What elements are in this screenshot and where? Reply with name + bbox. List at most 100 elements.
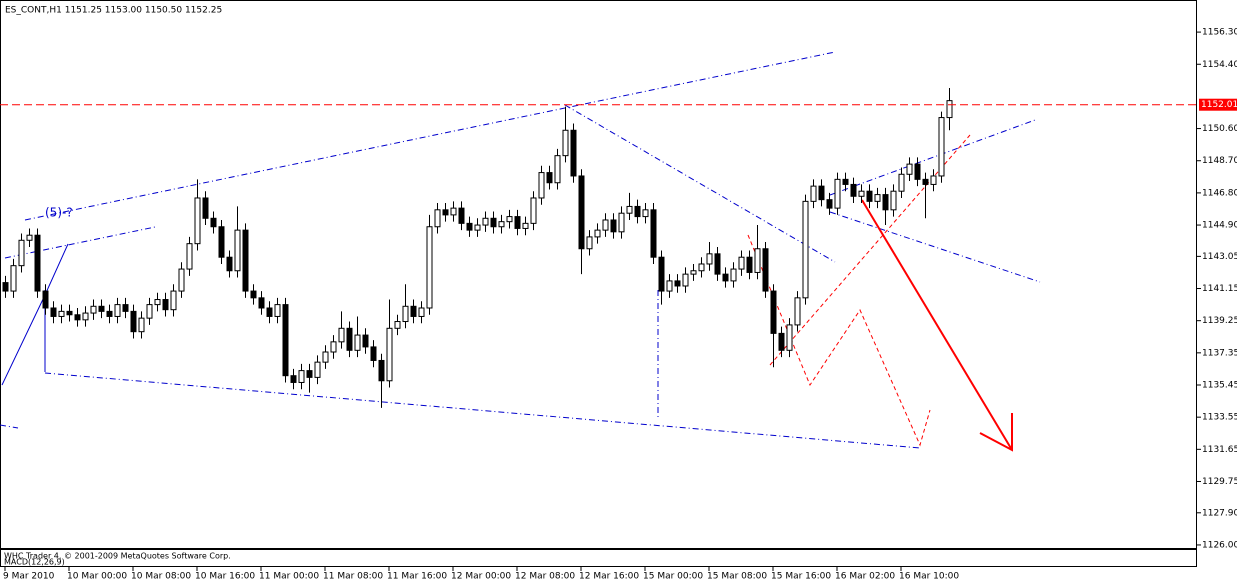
candle-body <box>690 270 697 275</box>
candle-body <box>522 222 529 229</box>
x-tick-label: 16 Mar 10:00 <box>899 572 959 582</box>
candle-body <box>298 370 305 383</box>
candle-body <box>498 221 505 228</box>
x-tick-label: 11 Mar 16:00 <box>387 572 447 582</box>
y-tick-label: 1150.60 <box>1202 124 1237 134</box>
y-tick-label: 1127.90 <box>1202 508 1237 518</box>
candle-body <box>882 194 889 211</box>
candle-body <box>602 219 609 231</box>
candle-body <box>834 178 841 209</box>
candle-body <box>770 290 777 334</box>
candle-body <box>10 265 17 292</box>
x-tick-label: 11 Mar 08:00 <box>323 572 383 582</box>
candle-body <box>282 304 289 377</box>
candle-body <box>410 305 417 317</box>
candle-body <box>322 351 329 363</box>
candle-body <box>26 234 33 241</box>
candle-body <box>642 209 649 218</box>
x-tick-label: 12 Mar 08:00 <box>515 572 575 582</box>
candle-body <box>346 327 353 351</box>
candle-body <box>826 199 833 209</box>
candle-body <box>746 256 753 273</box>
candle-body <box>922 178 929 185</box>
candle-body <box>898 173 905 192</box>
candle-body <box>306 370 313 378</box>
price-label-box <box>1199 98 1237 111</box>
candle-body <box>786 324 793 351</box>
candle-body <box>474 224 481 231</box>
chart-title: ES_CONT,H1 1151.25 1153.00 1150.50 1152.… <box>5 6 222 16</box>
y-tick-label: 1154.40 <box>1202 60 1237 70</box>
candle-body <box>794 297 801 326</box>
candle-body <box>546 172 553 184</box>
annotation: (5)-? <box>45 206 73 220</box>
candle-body <box>418 307 425 317</box>
x-tick-label: 15 Mar 00:00 <box>643 572 703 582</box>
candle-body <box>738 256 745 270</box>
red-arrow <box>979 413 1013 452</box>
candle-body <box>706 253 713 265</box>
candle-body <box>538 172 545 199</box>
candle-body <box>482 217 489 226</box>
candle-body <box>650 209 657 258</box>
candle-body <box>426 226 433 309</box>
y-tick-label: 1131.65 <box>1202 445 1237 455</box>
x-tick-label: 15 Mar 08:00 <box>707 572 767 582</box>
candle-body <box>946 100 953 119</box>
candle-body <box>802 200 809 299</box>
candle-body <box>698 263 705 272</box>
candle-body <box>354 334 361 351</box>
candle-body <box>562 129 569 157</box>
x-tick-label: 9 Mar 2010 <box>3 572 55 582</box>
y-tick-label: 1135.45 <box>1202 381 1237 391</box>
candle-body <box>570 129 577 177</box>
candle-body <box>330 341 337 353</box>
candle-body <box>250 290 257 299</box>
candle-body <box>906 163 913 175</box>
candle-body <box>858 190 865 197</box>
candle-body <box>674 280 681 287</box>
y-tick-label: 1129.75 <box>1202 477 1237 487</box>
candle-body <box>762 248 769 292</box>
candle-body <box>666 280 673 292</box>
candle-body <box>18 239 25 267</box>
candle-body <box>938 117 945 177</box>
candle-body <box>890 190 897 211</box>
candle-body <box>930 175 937 185</box>
candle-body <box>514 216 521 229</box>
indicator-frame <box>0 549 1197 567</box>
x-tick-label: 12 Mar 00:00 <box>451 572 511 582</box>
y-tick-label: 1133.55 <box>1202 413 1237 423</box>
candle-body <box>378 359 385 382</box>
candle-body <box>146 304 153 319</box>
candle-body <box>258 297 265 309</box>
candle-body <box>362 334 369 348</box>
candle-body <box>634 205 641 218</box>
candle-body <box>850 183 857 197</box>
candle-body <box>458 207 465 224</box>
candle-body <box>394 321 401 329</box>
candle-body <box>682 273 689 287</box>
y-tick-label: 1144.90 <box>1202 221 1237 231</box>
candle-body <box>554 155 561 184</box>
footer: WHC Trader 4, © 2001-2009 MetaQuotes Sof… <box>4 552 231 561</box>
candle-body <box>74 314 81 321</box>
y-tick-label: 1141.15 <box>1202 284 1237 294</box>
red-line <box>769 134 971 366</box>
x-tick-label: 10 Mar 16:00 <box>195 572 255 582</box>
x-tick-label: 16 Mar 02:00 <box>835 572 895 582</box>
candle-body <box>178 268 185 292</box>
candle-body <box>290 375 297 383</box>
y-tick-label: 1143.05 <box>1202 252 1237 262</box>
y-tick-label: 1146.80 <box>1202 188 1237 198</box>
candle-body <box>610 219 617 233</box>
candle-body <box>154 299 161 306</box>
candle-body <box>658 256 665 292</box>
y-tick-label: 1156.30 <box>1202 28 1237 38</box>
x-tick-label: 15 Mar 16:00 <box>771 572 831 582</box>
candle-body <box>842 178 849 185</box>
candle-body <box>466 222 473 231</box>
plot-frame <box>0 0 1197 549</box>
candle-body <box>586 236 593 250</box>
